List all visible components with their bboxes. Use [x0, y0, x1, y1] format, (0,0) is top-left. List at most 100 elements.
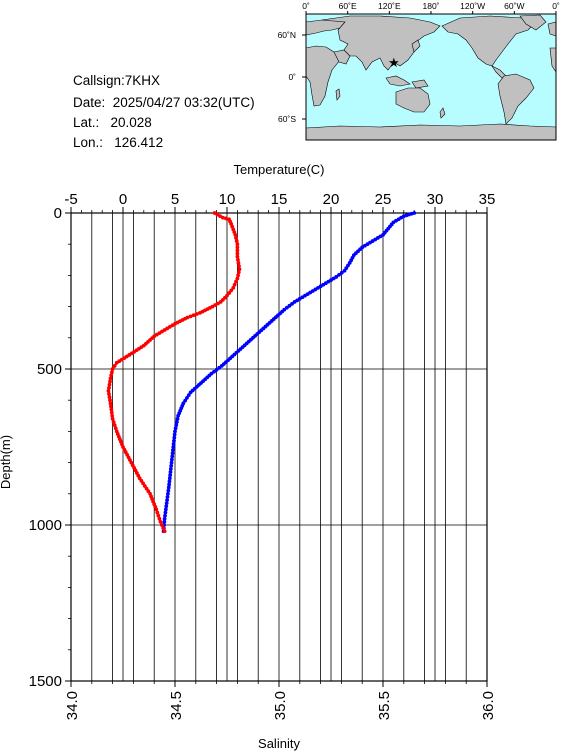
salinity-point [110, 370, 114, 375]
longitude-text: Lon.: 126.412 [73, 135, 164, 150]
salinity-point [162, 529, 167, 534]
map-lon-tick-label: 60˚W [504, 1, 524, 11]
land-arabia [333, 49, 351, 65]
land-japan [411, 39, 421, 53]
salinity-point [110, 413, 115, 418]
salinity-point [109, 407, 114, 412]
temperature-point [173, 429, 177, 434]
map-lon-tick-label: 180˚ [422, 1, 439, 11]
salinity-point [108, 401, 113, 406]
salinity-point [227, 291, 231, 295]
temperature-tick-label: 30 [427, 191, 444, 208]
land-madagascar [335, 88, 341, 101]
salinity-point [109, 373, 114, 378]
salinity-tick-label: 34.0 [64, 691, 81, 720]
temperature-point [170, 454, 175, 459]
map-landmasses [305, 14, 557, 141]
temperature-point [188, 390, 193, 395]
map-lat-tick-label: 60˚S [278, 114, 296, 124]
temperature-tick-label: 0 [119, 191, 127, 208]
salinity-point [114, 360, 119, 365]
salinity-point [220, 215, 225, 220]
temperature-point [339, 270, 344, 275]
temperature-point [165, 495, 170, 499]
salinity-point [216, 301, 220, 306]
salinity-line [107, 212, 241, 532]
temperature-point [168, 470, 173, 474]
date-text: Date: 2025/04/27 03:32(UTC) [73, 95, 255, 110]
temperature-point [290, 301, 294, 306]
temperature-point [171, 445, 176, 449]
salinity-point [237, 267, 242, 272]
salinity-point [218, 214, 222, 219]
temperature-tick-label: 20 [323, 191, 340, 208]
salinity-point [156, 513, 161, 518]
salinity-point [154, 507, 159, 512]
salinity-point [235, 276, 240, 281]
salinity-point [235, 251, 240, 256]
salinity-point [234, 236, 238, 240]
profile-series [106, 211, 417, 534]
map-lon-tick-label: 0˚ [302, 1, 310, 11]
salinity-point [229, 288, 234, 293]
salinity-point [215, 212, 220, 217]
salinity-point [235, 245, 240, 250]
temperature-point [166, 485, 171, 490]
salinity-point [113, 426, 118, 431]
salinity-tick-label: 36.0 [480, 691, 497, 720]
land-antarctica [305, 123, 557, 141]
map-longitude-labels: 0˚ 60˚E 120˚E 180˚ 120˚W 60˚W 0˚ [302, 1, 560, 11]
chart-grid [71, 213, 487, 681]
temperature-tick-label: 25 [375, 191, 392, 208]
temperature-point [164, 504, 169, 509]
callsign-text: Callsign:7KHX [73, 73, 161, 88]
temperature-point [169, 463, 174, 468]
salinity-point [236, 261, 241, 265]
salinity-tick-label: 34.5 [168, 691, 185, 720]
salinity-point [235, 242, 240, 247]
map-latitude-labels: 60˚N 0˚ 60˚S [278, 30, 297, 124]
salinity-point [112, 363, 117, 368]
temperature-line [162, 211, 415, 532]
salinity-point [112, 423, 117, 428]
temperature-point [168, 466, 173, 471]
land-north-america [441, 15, 537, 67]
map-lat-tick-label: 60˚N [278, 30, 296, 40]
salinity-point [106, 388, 111, 393]
temperature-point [214, 367, 219, 372]
temperature-point [170, 451, 175, 456]
temperature-point [212, 369, 216, 374]
temperature-point [165, 498, 169, 502]
salinity-point [111, 420, 116, 424]
salinity-point [108, 376, 113, 381]
depth-axis: 0 500 1000 1500 [29, 205, 71, 690]
map-lon-tick-label: 0˚ [552, 1, 560, 11]
salinity-point [107, 392, 111, 396]
land-newzealand [439, 107, 446, 119]
land-greenland [519, 14, 547, 31]
temperature-point [185, 395, 189, 400]
depth-tick-label: 1000 [29, 517, 62, 534]
temperature-point [172, 432, 177, 437]
salinity-point [157, 516, 162, 521]
temperature-point [169, 457, 174, 462]
salinity-point [188, 314, 193, 319]
salinity-point [231, 285, 236, 290]
temperature-point [174, 423, 179, 428]
salinity-point [237, 264, 241, 268]
map-lat-tick-label: 0˚ [288, 72, 296, 82]
salinity-series [106, 211, 242, 534]
temperature-point [284, 305, 289, 310]
temperature-point [171, 448, 175, 453]
salinity-point [110, 367, 115, 371]
temperature-point [167, 476, 172, 481]
temperature-point [174, 420, 179, 424]
temperature-point [287, 303, 292, 308]
salinity-point [109, 410, 114, 415]
temperature-tick-label: -5 [64, 191, 77, 208]
temperature-point [342, 268, 347, 273]
temperature-series [161, 211, 417, 534]
salinity-tick-label: 35.5 [376, 691, 393, 720]
salinity-point [159, 523, 164, 527]
salinity-point [110, 417, 115, 421]
